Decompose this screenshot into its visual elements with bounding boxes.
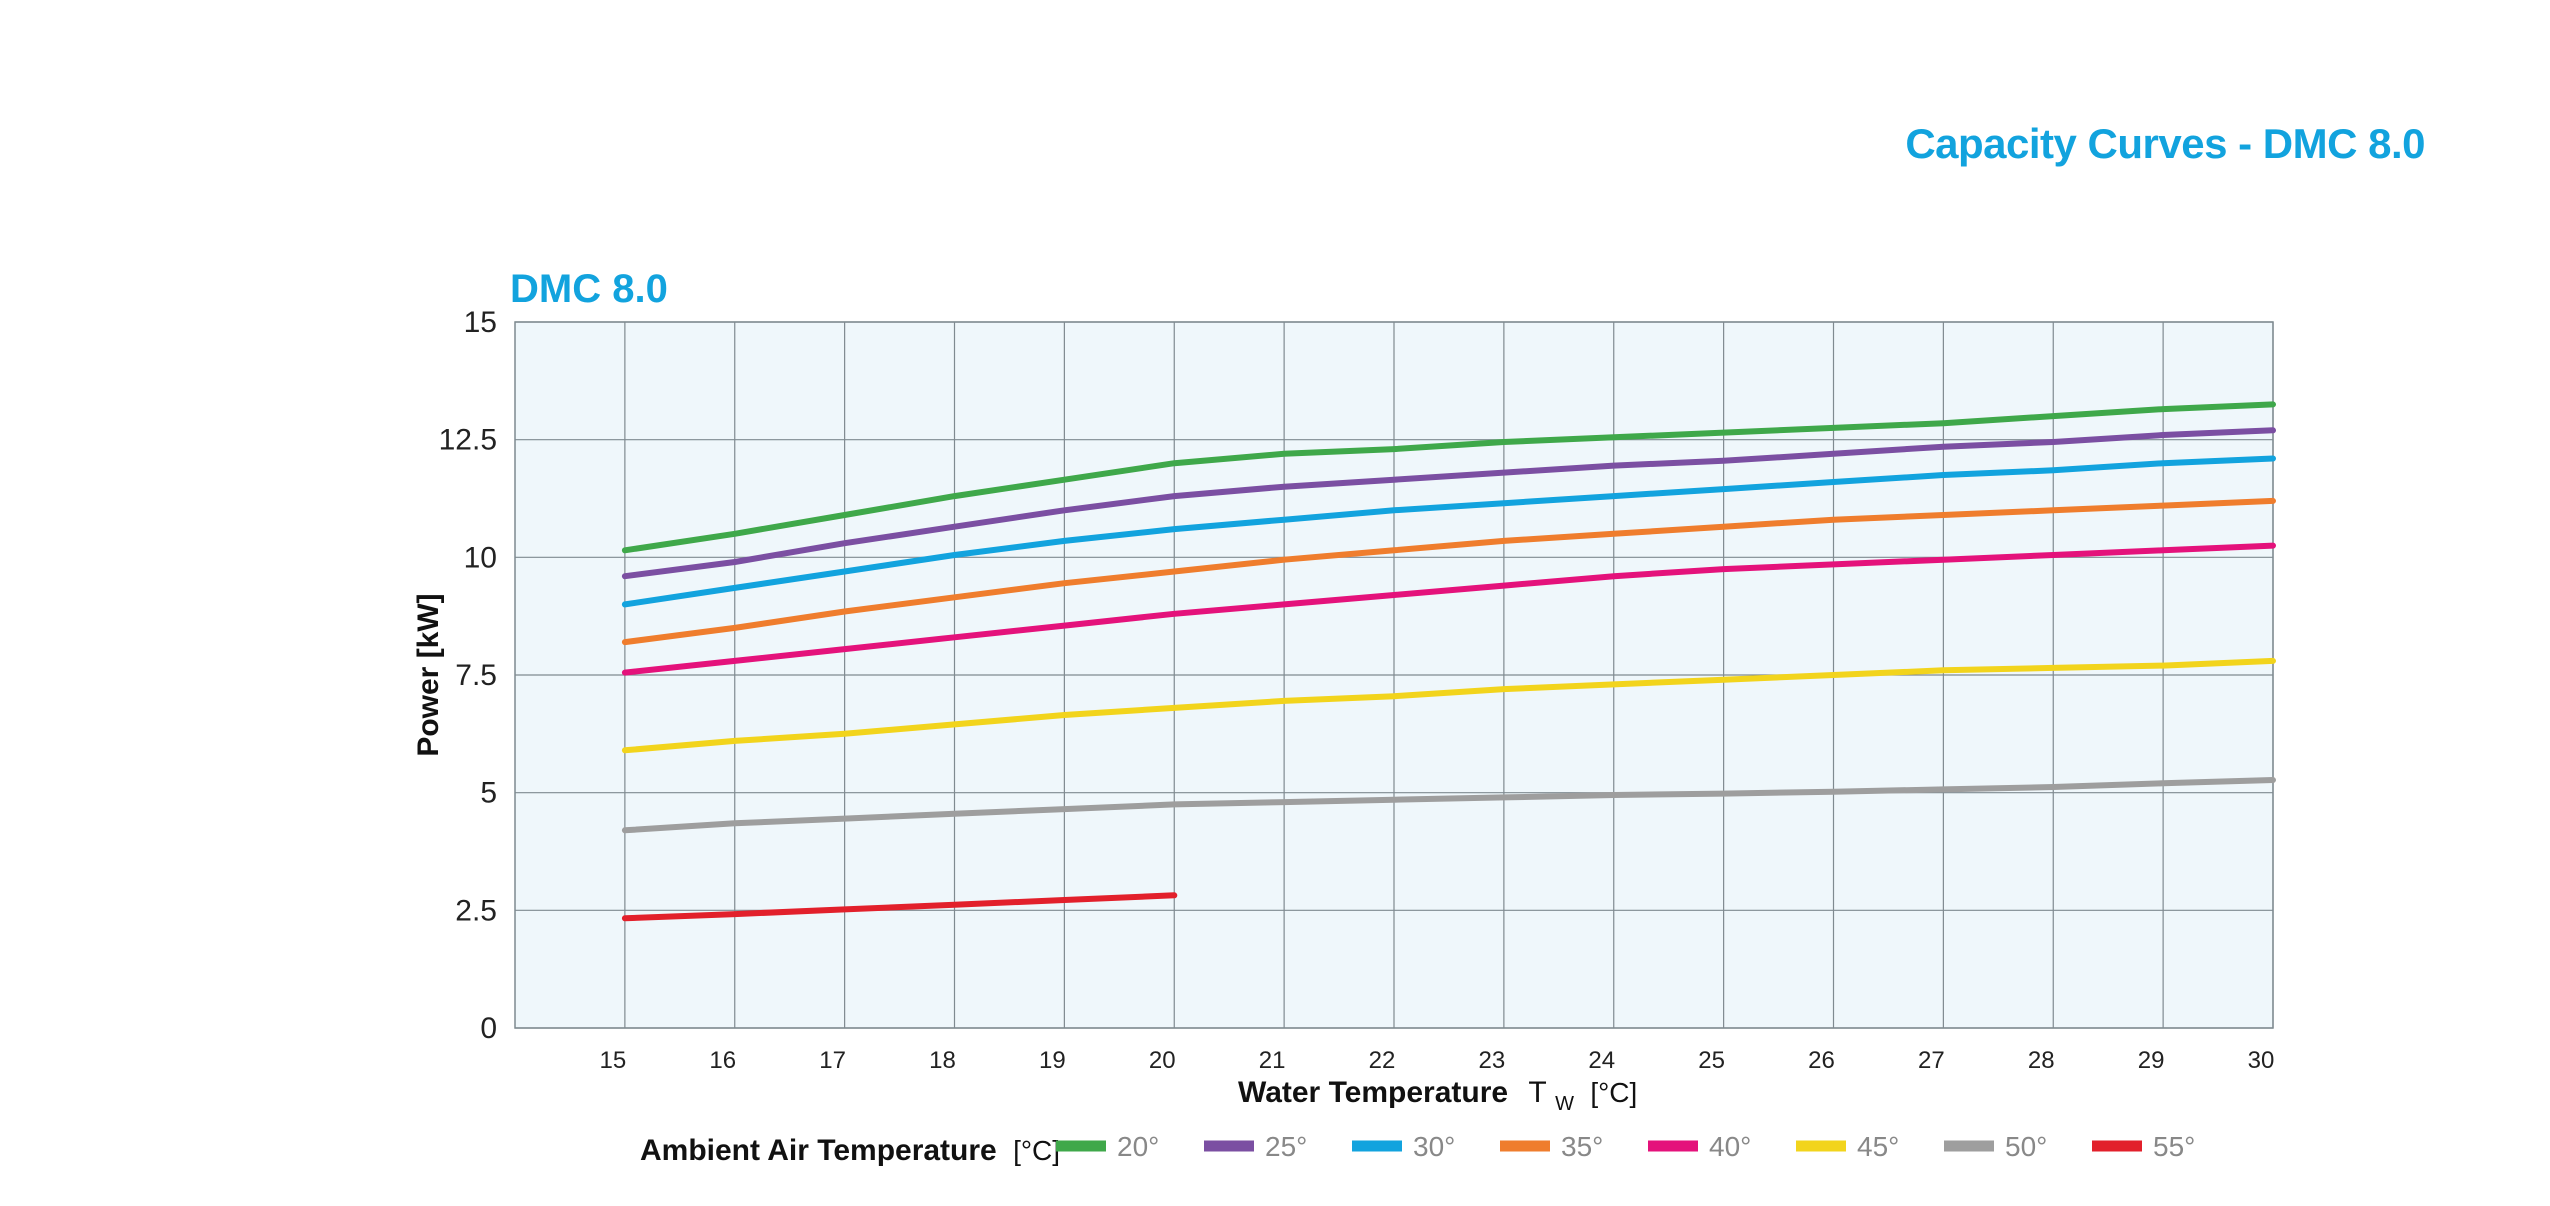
x-tick-label: 29 (2138, 1047, 2165, 1074)
x-tick-label: 27 (1918, 1047, 1945, 1074)
x-tick-label: 26 (1808, 1047, 1835, 1074)
x-tick-label: 25 (1698, 1047, 1725, 1074)
legend-title: Ambient Air Temperature [°C] (640, 1134, 1060, 1167)
legend: Ambient Air Temperature [°C] 20° 25° 30° 35… (640, 1131, 2195, 1167)
y-tick-label: 10 (464, 541, 497, 574)
series-lines (621, 401, 2276, 922)
legend-label: 40° (1709, 1131, 1751, 1162)
legend-label: 55° (2153, 1131, 2195, 1162)
y-tick-labels: 0 2.5 5 7.5 10 12.5 15 (439, 306, 497, 1045)
series-line (621, 401, 2276, 554)
x-tick-label: 30 (2248, 1047, 2275, 1074)
x-axis-label-symbol: T (1528, 1076, 1546, 1109)
y-tick-label: 0 (480, 1012, 497, 1045)
x-tick-label: 24 (1588, 1047, 1615, 1074)
series-line (621, 455, 2276, 608)
x-tick-label: 17 (819, 1047, 846, 1074)
legend-label: 20° (1117, 1131, 1159, 1162)
x-tick-label: 21 (1259, 1047, 1286, 1074)
y-axis-label: Power [kW] (412, 593, 445, 756)
series-line (621, 427, 2276, 580)
chart-title: DMC 8.0 (510, 267, 668, 311)
x-tick-label: 18 (929, 1047, 956, 1074)
y-tick-label: 15 (464, 306, 497, 339)
legend-label: 50° (2005, 1131, 2047, 1162)
y-tick-label: 2.5 (455, 894, 497, 927)
series-line (621, 497, 2276, 646)
legend-label: 45° (1857, 1131, 1899, 1162)
x-tick-labels: 15 16 17 18 19 20 21 22 23 24 25 26 27 28 29 30 (600, 1047, 2275, 1074)
x-tick-label: 20 (1149, 1047, 1176, 1074)
x-axis-label: Water Temperature T W [°C] (1238, 1076, 1637, 1117)
series-line (621, 892, 1178, 922)
y-tick-label: 12.5 (439, 424, 497, 457)
x-tick-label: 19 (1039, 1047, 1066, 1074)
series-line (621, 777, 2276, 834)
page-title: Capacity Curves - DMC 8.0 (1905, 120, 2425, 167)
x-axis-label-unit: [°C] (1590, 1077, 1637, 1108)
y-tick-label: 5 (480, 777, 497, 810)
x-tick-label: 15 (600, 1047, 627, 1074)
legend-unit: [°C] (1013, 1135, 1060, 1166)
x-tick-label: 16 (709, 1047, 736, 1074)
legend-label: 25° (1265, 1131, 1307, 1162)
x-axis-label-text: Water Temperature (1238, 1076, 1508, 1109)
y-tick-label: 7.5 (455, 659, 497, 692)
legend-label: 35° (1561, 1131, 1603, 1162)
series-line (621, 657, 2276, 754)
x-axis-label-subscript: W (1555, 1093, 1574, 1115)
x-tick-label: 23 (1479, 1047, 1506, 1074)
x-tick-label: 22 (1369, 1047, 1396, 1074)
legend-label: 30° (1413, 1131, 1455, 1162)
x-tick-label: 28 (2028, 1047, 2055, 1074)
legend-items: 20° 25° 30° 35° 40° 45° 50° 55° (1056, 1131, 2195, 1162)
series-line (621, 542, 2276, 676)
legend-title-text: Ambient Air Temperature (640, 1134, 997, 1167)
